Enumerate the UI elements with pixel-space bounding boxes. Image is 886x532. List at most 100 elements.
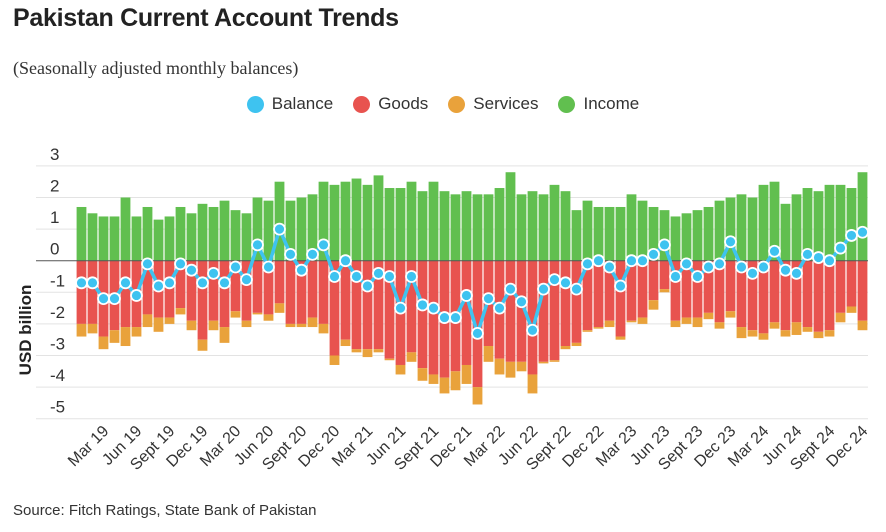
- bar-goods: [703, 260, 714, 313]
- source-note: Source: Fitch Ratings, State Bank of Pak…: [13, 502, 317, 519]
- balance-point: [251, 238, 264, 252]
- bar-goods: [593, 260, 604, 328]
- bar-income: [582, 200, 593, 261]
- bar-income: [560, 191, 571, 261]
- bar-income: [428, 181, 439, 261]
- balance-point: [537, 282, 550, 296]
- bar-goods: [835, 260, 846, 313]
- y-tick-label: 2: [50, 177, 59, 196]
- bar-income: [142, 206, 153, 261]
- y-axis-label: USD billion: [16, 285, 35, 376]
- bar-income: [219, 200, 230, 261]
- bar-goods: [461, 260, 472, 365]
- bar-services: [846, 306, 857, 313]
- balance-point: [185, 263, 198, 277]
- bar-income: [549, 184, 560, 261]
- bar-goods: [120, 260, 131, 328]
- balance-point: [427, 301, 440, 315]
- bar-services: [670, 320, 681, 328]
- legend-swatch-balance: [246, 95, 264, 113]
- bar-goods: [263, 260, 274, 315]
- bar-services: [714, 322, 725, 329]
- bar-goods: [340, 260, 351, 340]
- balance-point: [680, 257, 693, 271]
- bar-income: [252, 197, 263, 261]
- bar-services: [384, 358, 395, 361]
- legend-item-services[interactable]: Services: [448, 94, 538, 114]
- bar-services: [483, 346, 494, 362]
- balance-point: [845, 229, 858, 242]
- bar-goods: [175, 260, 186, 309]
- bar-income: [483, 194, 494, 261]
- balance-point: [108, 292, 121, 306]
- balance-point: [361, 279, 374, 293]
- bar-goods: [252, 260, 263, 313]
- balance-point: [658, 238, 671, 252]
- balance-point: [482, 292, 495, 306]
- bar-goods: [219, 260, 230, 328]
- bar-income: [329, 184, 340, 261]
- bar-services: [439, 377, 450, 394]
- balance-point: [570, 282, 583, 296]
- bar-goods: [428, 260, 439, 375]
- bar-services: [417, 368, 428, 381]
- balance-point: [372, 266, 385, 280]
- bar-goods: [604, 260, 615, 321]
- bar-goods: [560, 260, 571, 347]
- balance-point: [460, 289, 473, 302]
- bar-services: [461, 364, 472, 384]
- bar-services: [175, 308, 186, 315]
- bar-services: [263, 314, 274, 321]
- bar-income: [659, 210, 670, 261]
- bar-services: [219, 327, 230, 343]
- balance-point: [768, 244, 781, 258]
- bar-services: [362, 349, 373, 358]
- bar-income: [131, 216, 142, 261]
- legend-item-goods[interactable]: Goods: [353, 94, 428, 114]
- bar-income: [494, 188, 505, 261]
- bar-services: [615, 336, 626, 340]
- balance-point: [504, 282, 517, 296]
- bar-goods: [197, 260, 208, 340]
- balance-point: [218, 276, 231, 290]
- bar-services: [780, 330, 791, 337]
- balance-point: [603, 260, 616, 274]
- balance-point: [592, 254, 605, 268]
- y-tick-label: -4: [50, 366, 65, 385]
- y-tick-label: 3: [50, 145, 59, 164]
- legend-label-services: Services: [473, 94, 539, 113]
- balance-point: [493, 301, 506, 315]
- balance-point: [856, 225, 869, 239]
- bar-goods: [571, 260, 582, 343]
- legend-item-income[interactable]: Income: [558, 94, 639, 114]
- balance-point: [328, 270, 341, 283]
- bar-services: [241, 320, 252, 328]
- bar-services: [87, 323, 98, 334]
- bar-goods: [505, 260, 516, 362]
- bar-goods: [208, 260, 219, 321]
- bar-services: [208, 320, 219, 331]
- bar-income: [637, 200, 648, 261]
- balance-point: [317, 238, 330, 252]
- legend-item-balance[interactable]: Balance: [246, 94, 333, 114]
- balance-point: [691, 270, 704, 283]
- legend: Balance Goods Services Income: [0, 94, 886, 114]
- balance-point: [97, 292, 110, 306]
- bar-income: [307, 194, 318, 261]
- bar-services: [142, 314, 153, 328]
- y-tick-label: 0: [50, 240, 59, 259]
- balance-point: [702, 260, 715, 274]
- bar-income: [362, 184, 373, 261]
- bar-income: [472, 194, 483, 261]
- bar-services: [703, 312, 714, 320]
- bar-goods: [538, 260, 549, 362]
- bar-services: [406, 352, 417, 362]
- bar-goods: [406, 260, 417, 353]
- bar-income: [461, 191, 472, 261]
- balance-point: [196, 276, 209, 290]
- y-tick-label: -5: [50, 398, 65, 417]
- bar-goods: [285, 260, 296, 324]
- bar-goods: [362, 260, 373, 350]
